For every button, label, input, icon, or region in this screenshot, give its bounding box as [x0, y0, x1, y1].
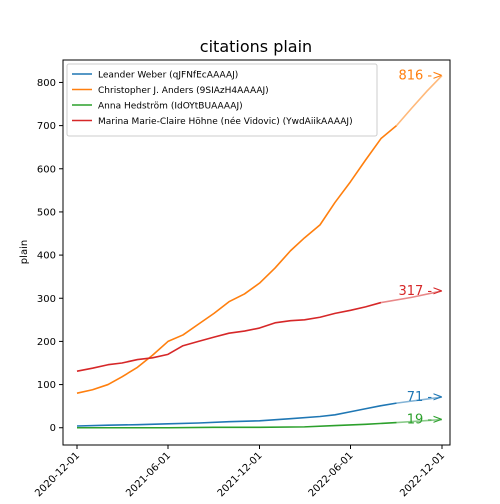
- y-tick-label-1: 100: [37, 380, 56, 391]
- legend-entry-3: Marina Marie-Claire Höhne (née Vidovic) …: [98, 116, 353, 127]
- series-2: 19 ->: [77, 413, 443, 429]
- plot-area: 71 -> 816 -> 19 -> 317 ->: [76, 69, 443, 429]
- series-line-0: [76, 402, 397, 427]
- series-projection-3: [380, 290, 443, 304]
- y-tick-label-0: 0: [50, 423, 56, 434]
- series-projection-0: [396, 396, 443, 404]
- y-axis-label: plain: [19, 240, 30, 264]
- y-tick-label-6: 600: [37, 164, 56, 175]
- legend: Leander Weber (qJFNfEcAAAAJ) Christopher …: [66, 63, 378, 137]
- series-projection-2: [396, 418, 443, 424]
- chart-title: citations plain: [200, 37, 312, 56]
- series-end-label-1: 816 ->: [398, 69, 443, 84]
- series-end-label-0: 71 ->: [407, 390, 443, 405]
- legend-entry-0: Leander Weber (qJFNfEcAAAAJ): [98, 71, 238, 81]
- legend-box: [66, 63, 378, 137]
- legend-entry-1: Christopher J. Anders (9SIAzH4AAAAJ): [98, 86, 269, 96]
- series-0: 71 ->: [76, 390, 443, 427]
- series-end-label-3: 317 ->: [398, 284, 443, 299]
- series-1: 816 ->: [76, 69, 443, 394]
- y-tick-label-5: 500: [37, 207, 56, 218]
- series-3: 317 ->: [76, 284, 443, 372]
- series-projection-1: [395, 74, 443, 127]
- plot-frame: [62, 59, 451, 446]
- y-tick-label-4: 400: [37, 251, 56, 262]
- y-tick-label-3: 300: [37, 294, 56, 305]
- y-tick-label-8: 800: [37, 78, 56, 89]
- y-tick-label-2: 200: [37, 337, 56, 348]
- y-tick-label-7: 700: [37, 121, 56, 132]
- series-line-1: [76, 124, 398, 394]
- series-line-3: [76, 301, 382, 372]
- series-end-label-2: 19 ->: [407, 413, 443, 428]
- legend-entry-2: Anna Hedström (IdOYtBUAAAAJ): [98, 102, 243, 112]
- series-line-2: [77, 421, 397, 429]
